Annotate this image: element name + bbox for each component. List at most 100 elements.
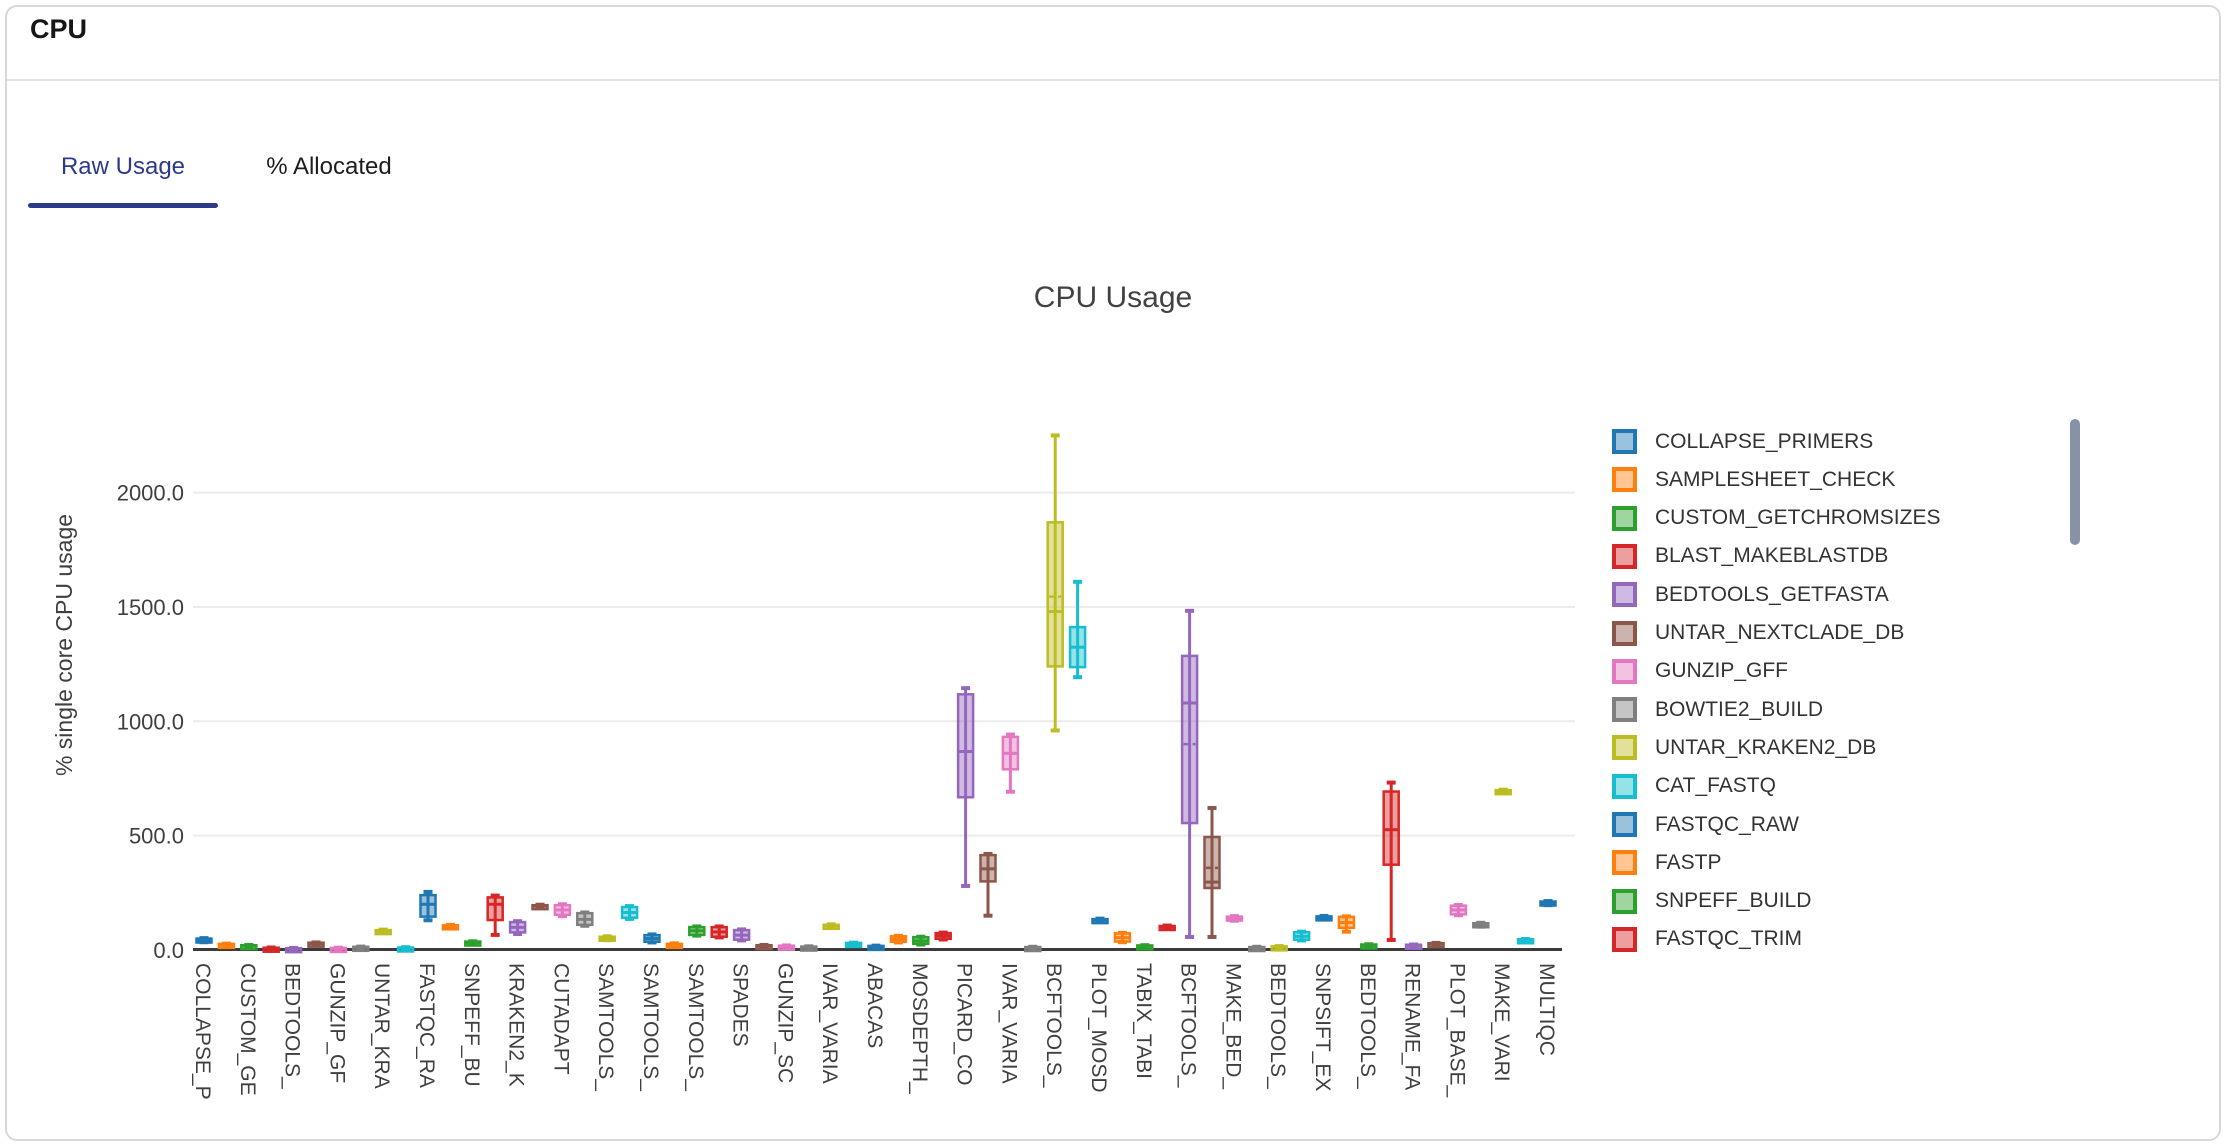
x-tick-label: SAMTOOLS_ [594, 963, 617, 1091]
box-plot-item[interactable] [1472, 920, 1490, 929]
x-tick-label: IVAR_VARIA [997, 963, 1020, 1084]
box-plot-item[interactable] [912, 934, 930, 947]
legend-item[interactable]: UNTAR_KRAKEN2_DB [1612, 735, 1876, 761]
legend-item[interactable]: BLAST_MAKEBLASTDB [1612, 543, 1888, 569]
box-plot-item[interactable] [1516, 937, 1535, 945]
tab-percent-allocated[interactable]: % Allocated [266, 153, 392, 180]
box-plot-item[interactable] [195, 936, 213, 945]
x-tick-label: MAKE_BED_ [1221, 963, 1244, 1089]
legend-item[interactable]: FASTQC_TRIM [1612, 926, 1803, 952]
legend-item[interactable]: COLLAPSE_PRIMERS [1612, 429, 1873, 454]
box-plot-item[interactable] [374, 927, 392, 936]
box-plot-item[interactable] [307, 940, 325, 948]
box-plot-item[interactable] [329, 945, 348, 954]
box-plot-item[interactable] [464, 939, 482, 947]
y-axis-title: % single core CPU usage [51, 514, 77, 776]
box [419, 893, 437, 918]
box-plot-item[interactable] [867, 943, 885, 952]
box-plot-item[interactable] [979, 851, 997, 918]
legend-item[interactable]: UNTAR_NEXTCLADE_DB [1612, 620, 1904, 646]
x-tick-label: PLOT_BASE_ [1445, 963, 1468, 1098]
card [5, 5, 2221, 1141]
legend-scrollbar-thumb[interactable] [2070, 419, 2080, 545]
box-plot-item[interactable] [1427, 940, 1445, 949]
box-plot-item[interactable] [710, 924, 728, 940]
box-plot-item[interactable] [956, 686, 975, 888]
box-plot-item[interactable] [844, 940, 863, 949]
box-plot-item[interactable] [643, 932, 661, 945]
legend-item[interactable]: BEDTOOLS_GETFASTA [1612, 582, 1889, 608]
box-plot-item[interactable] [732, 927, 751, 943]
box-plot-item[interactable] [419, 889, 437, 923]
box-plot-item[interactable] [822, 922, 840, 931]
box-plot-item[interactable] [1024, 944, 1042, 953]
box-plot-item[interactable] [777, 943, 796, 951]
legend-item[interactable]: BOWTIE2_BUILD [1612, 697, 1823, 723]
legend-swatch-icon [1612, 543, 1637, 569]
box-plot-item[interactable] [1113, 930, 1132, 945]
box-plot-item[interactable] [665, 941, 684, 950]
box-plot-item[interactable] [1539, 899, 1557, 908]
box-plot-item[interactable] [1180, 608, 1199, 939]
box-plot-item[interactable] [352, 944, 370, 953]
box-plot-item[interactable] [598, 934, 616, 943]
box-plot-item[interactable] [1449, 902, 1468, 918]
tab-raw-usage[interactable]: Raw Usage [60, 153, 186, 180]
box-plot-item[interactable] [1360, 942, 1378, 950]
box-plot-item[interactable] [262, 945, 280, 953]
box-plot-item[interactable] [800, 944, 818, 952]
legend-swatch-icon [1612, 697, 1637, 723]
box-plot-item[interactable] [934, 930, 952, 942]
box-plot-item[interactable] [1404, 942, 1423, 950]
box-plot-item[interactable] [688, 924, 706, 938]
box-plot-item[interactable] [508, 919, 527, 936]
box-plot-item[interactable] [486, 893, 504, 937]
box-plot-item[interactable] [217, 941, 236, 950]
legend-swatch-icon [1612, 620, 1637, 646]
box-plot-item[interactable] [553, 902, 572, 919]
x-tick-label: ABACAS [863, 963, 886, 1048]
box-plot-item[interactable] [1248, 944, 1266, 953]
box-plot-item[interactable] [1270, 944, 1288, 952]
box-plot-item[interactable] [1203, 805, 1221, 939]
box-plot-item[interactable] [1001, 732, 1020, 794]
box [1203, 835, 1221, 890]
box-plot-item[interactable] [1136, 943, 1154, 951]
box-plot-item[interactable] [576, 910, 594, 928]
box-plot-item[interactable] [1292, 929, 1311, 943]
box-plot-item[interactable] [620, 904, 639, 921]
box-plot-item[interactable] [240, 942, 258, 951]
legend-swatch-icon [1612, 505, 1637, 531]
header-divider [7, 79, 2219, 81]
legend-item[interactable]: CUSTOM_GETCHROMSIZES [1612, 505, 1940, 531]
legend-item[interactable]: SNPEFF_BUILD [1612, 888, 1811, 914]
box-plot-item[interactable] [1225, 914, 1244, 923]
y-tick-label: 0.0 [153, 938, 184, 963]
legend-item[interactable]: FASTP [1612, 850, 1722, 876]
legend-item[interactable]: GUNZIP_GFF [1612, 658, 1789, 684]
box-plot-item[interactable] [396, 945, 415, 953]
box-plot-item[interactable] [1315, 913, 1333, 922]
box-plot-item[interactable] [1158, 923, 1176, 932]
box-plot-item[interactable] [1382, 780, 1400, 942]
box-plot-item[interactable] [1068, 579, 1087, 680]
box-plot-item[interactable] [284, 945, 303, 954]
legend-item[interactable]: FASTQC_RAW [1612, 812, 1799, 837]
box-plot-item[interactable] [531, 902, 549, 911]
box-plot-item[interactable] [1091, 916, 1109, 925]
legend-label: FASTQC_TRIM [1655, 927, 1803, 951]
x-tick-label: BCFTOOLS_ [1042, 963, 1065, 1088]
box-plot-item[interactable] [755, 942, 773, 951]
legend-label: GUNZIP_GFF [1655, 659, 1789, 683]
box-plot-item[interactable] [1337, 914, 1356, 934]
x-tick-label: COLLAPSE_P [191, 963, 214, 1100]
box-plot-item[interactable] [1046, 433, 1064, 733]
box-plot-item[interactable] [1494, 787, 1512, 796]
legend-item[interactable]: CAT_FASTQ [1612, 773, 1776, 799]
legend-item[interactable]: SAMPLESHEET_CHECK [1612, 467, 1895, 493]
box-plot-item[interactable] [889, 933, 908, 945]
x-tick-label: BEDTOOLS_ [1266, 963, 1289, 1089]
box-plot-item[interactable] [441, 922, 460, 931]
x-tick-label: GUNZIP_SC [773, 963, 796, 1083]
